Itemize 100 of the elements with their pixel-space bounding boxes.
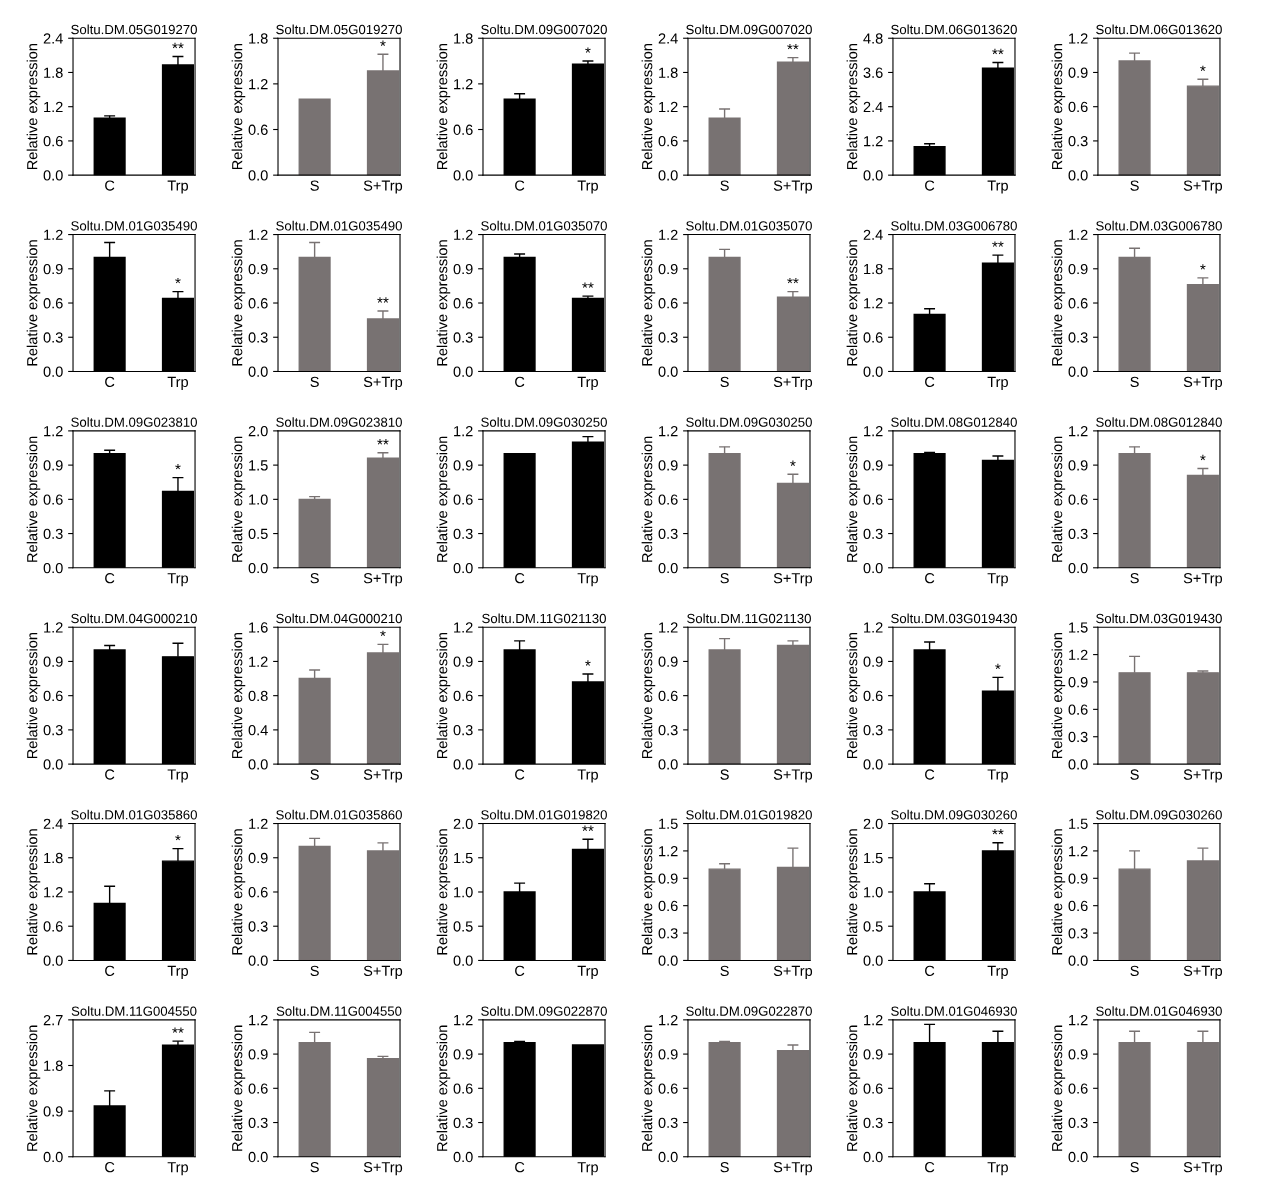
- y-tick-label: 0.6: [658, 690, 678, 702]
- chart-title: Soltu.DM.08G012840: [1096, 417, 1222, 427]
- chart-title: Soltu.DM.09G030260: [891, 809, 1017, 820]
- y-tick-label: 1.2: [1069, 649, 1088, 660]
- x-tick-label: C: [105, 965, 115, 977]
- y-tick-label: 0.6: [1068, 494, 1088, 505]
- y-tick-label: 0.3: [43, 724, 63, 736]
- y-tick-label: 0.6: [453, 298, 473, 309]
- y-tick-label: 0.3: [1068, 332, 1088, 343]
- y-tick-label: 1.2: [454, 78, 473, 90]
- y-tick-label: 0.9: [43, 263, 63, 275]
- y-axis-title: Relative expression: [1051, 436, 1066, 562]
- y-axis-title: Relative expression: [641, 44, 656, 170]
- y-axis-title: Relative expression: [641, 240, 656, 366]
- y-tick-label: 0.0: [248, 759, 268, 770]
- x-tick-label: S+Trp: [773, 1162, 813, 1176]
- y-tick-label: 1.5: [249, 460, 268, 471]
- y-tick-label: 0.9: [248, 1049, 268, 1060]
- y-tick-label: 0.9: [1068, 873, 1088, 884]
- x-tick-label: Trp: [167, 376, 189, 390]
- y-axis-title: Relative expression: [641, 436, 656, 562]
- y-tick-label: 0.9: [1068, 263, 1088, 275]
- x-tick-label: S: [720, 180, 729, 191]
- x-tick-label: S+Trp: [773, 573, 813, 587]
- chart-title: Soltu.DM.05G019270: [71, 24, 197, 35]
- y-tick-label: 2.4: [43, 818, 63, 829]
- y-tick-label: 0.6: [248, 887, 268, 898]
- y-tick-label: 1.2: [1069, 33, 1088, 44]
- x-tick-label: C: [515, 1162, 525, 1173]
- annotation: **: [377, 297, 389, 303]
- y-tick-label: 0.0: [658, 170, 678, 181]
- x-tick-label: S: [1130, 1162, 1139, 1173]
- y-tick-label: 1.2: [44, 101, 63, 112]
- x-tick-label: C: [105, 573, 115, 584]
- annotation: *: [1200, 454, 1206, 461]
- x-tick-label: S: [310, 1162, 319, 1173]
- chart-title: Soltu.DM.09G030250: [481, 417, 607, 427]
- annotation: **: [992, 48, 1004, 55]
- y-tick-label: 0.3: [453, 528, 473, 539]
- x-tick-label: Trp: [987, 573, 1008, 587]
- y-tick-label: 2.4: [658, 33, 678, 44]
- annotation: **: [172, 42, 184, 49]
- x-tick-label: S: [310, 573, 319, 584]
- y-tick-label: 0.0: [43, 562, 63, 574]
- chart-title: Soltu.DM.08G012840: [891, 417, 1017, 427]
- annotation: **: [992, 829, 1004, 835]
- y-tick-label: 1.5: [659, 818, 678, 829]
- y-tick-label: 2.4: [863, 229, 883, 240]
- y-tick-label: 1.2: [659, 1014, 678, 1026]
- y-tick-label: 1.8: [864, 263, 883, 275]
- annotation: *: [1200, 264, 1206, 270]
- chart-title: Soltu.DM.01G035860: [276, 809, 402, 820]
- annotation: *: [175, 834, 181, 841]
- annotation: **: [172, 1027, 184, 1033]
- annotation: *: [380, 630, 386, 636]
- y-tick-label: 0.9: [863, 1049, 883, 1060]
- y-axis-title: Relative expression: [846, 436, 861, 562]
- y-tick-label: 0.3: [43, 332, 63, 343]
- x-tick-label: Trp: [987, 376, 1008, 390]
- y-tick-label: 4.8: [863, 33, 883, 44]
- y-tick-label: 0.6: [43, 921, 63, 932]
- x-tick-label: Trp: [987, 1162, 1008, 1176]
- y-tick-label: 0.3: [43, 528, 63, 539]
- y-axis-title: Relative expression: [26, 829, 41, 955]
- x-tick-label: S+Trp: [363, 573, 403, 587]
- annotation: **: [787, 277, 799, 284]
- y-tick-label: 0.5: [863, 921, 883, 932]
- x-tick-label: S: [720, 573, 729, 584]
- y-tick-label: 1.2: [864, 622, 883, 633]
- y-tick-label: 1.2: [1069, 1014, 1088, 1026]
- y-tick-label: 0.3: [248, 1117, 268, 1128]
- y-tick-label: 0.6: [658, 1083, 678, 1094]
- y-axis-title: Relative expression: [436, 1025, 451, 1151]
- y-tick-label: 0.0: [863, 366, 883, 377]
- chart-title: Soltu.DM.01G035070: [481, 220, 607, 231]
- y-axis-title: Relative expression: [231, 240, 246, 366]
- y-tick-label: 0.9: [1068, 460, 1088, 471]
- y-tick-label: 1.2: [249, 818, 268, 829]
- x-tick-label: C: [925, 769, 935, 780]
- y-tick-label: 0.6: [453, 690, 473, 702]
- y-tick-label: 0.0: [1068, 562, 1088, 574]
- y-axis-title: Relative expression: [231, 632, 246, 759]
- y-tick-label: 1.8: [659, 67, 678, 78]
- y-tick-label: 0.3: [453, 332, 473, 343]
- y-tick-label: 0.0: [248, 562, 268, 574]
- chart-title: Soltu.DM.09G030250: [686, 417, 812, 427]
- y-tick-label: 0.6: [863, 332, 883, 343]
- y-tick-label: 2.0: [453, 818, 473, 829]
- x-tick-label: S+Trp: [1183, 573, 1223, 587]
- x-tick-label: C: [925, 180, 935, 191]
- y-axis-title: Relative expression: [641, 632, 656, 759]
- chart-title: Soltu.DM.04G000210: [276, 613, 402, 624]
- y-tick-label: 1.8: [44, 1060, 63, 1071]
- x-tick-label: S+Trp: [363, 965, 403, 979]
- y-tick-label: 1.2: [44, 887, 63, 898]
- y-tick-label: 0.0: [658, 1151, 678, 1163]
- y-tick-label: 0.9: [658, 460, 678, 471]
- y-tick-label: 0.3: [453, 724, 473, 736]
- y-tick-label: 0.3: [1068, 928, 1088, 939]
- annotation: *: [1200, 65, 1206, 71]
